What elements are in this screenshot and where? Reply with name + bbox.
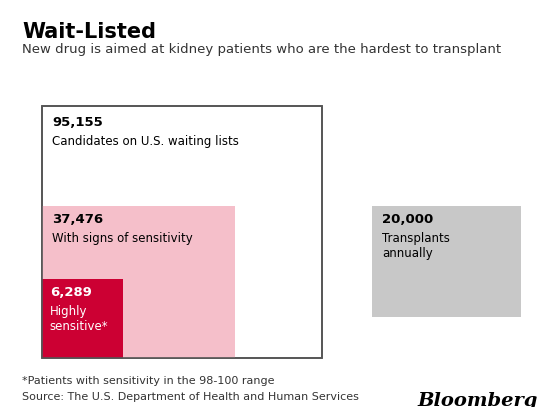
Bar bbox=[42, 106, 322, 358]
Text: Candidates on U.S. waiting lists: Candidates on U.S. waiting lists bbox=[52, 135, 239, 148]
Bar bbox=[372, 206, 521, 317]
Bar bbox=[42, 106, 322, 358]
Text: 6,289: 6,289 bbox=[50, 286, 92, 299]
Text: Bloomberg: Bloomberg bbox=[417, 392, 538, 407]
Bar bbox=[42, 206, 235, 358]
Bar bbox=[42, 279, 123, 358]
Text: With signs of sensitivity: With signs of sensitivity bbox=[52, 232, 193, 245]
Text: 95,155: 95,155 bbox=[52, 116, 103, 129]
Text: 37,476: 37,476 bbox=[52, 213, 103, 226]
Text: New drug is aimed at kidney patients who are the hardest to transplant: New drug is aimed at kidney patients who… bbox=[22, 43, 502, 56]
Text: *Patients with sensitivity in the 98-100 range: *Patients with sensitivity in the 98-100… bbox=[22, 376, 275, 387]
Text: Wait-Listed: Wait-Listed bbox=[22, 22, 156, 42]
Text: 20,000: 20,000 bbox=[382, 213, 434, 226]
Text: Source: The U.S. Department of Health and Human Services: Source: The U.S. Department of Health an… bbox=[22, 392, 360, 402]
Text: Highly
sensitive*: Highly sensitive* bbox=[50, 305, 109, 333]
Text: Transplants
annually: Transplants annually bbox=[382, 232, 450, 260]
